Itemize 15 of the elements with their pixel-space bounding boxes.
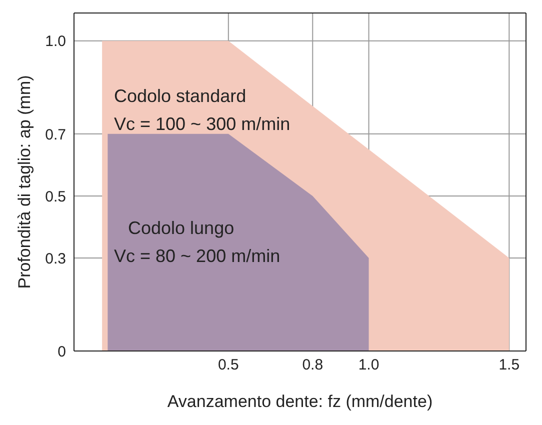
y-tick-label: 0.7 [45,126,66,144]
annotation: Codolo standard [114,86,246,106]
annotation: Codolo lungo [128,218,234,238]
y-tick-label: 0.5 [45,188,66,206]
y-tick-label: 0.3 [45,250,66,268]
x-tick-label: 0.8 [302,356,324,374]
x-tick-label: 1.0 [358,356,380,374]
y-tick-label: 1.0 [45,33,66,50]
y-tick-label: 0 [58,343,66,360]
y-axis-title: Profondità di taglio: ap (mm) [15,75,34,289]
annotation: Vc = 100 ~ 300 m/min [114,114,290,134]
annotation: Vc = 80 ~ 200 m/min [114,246,280,266]
x-tick-label: 1.5 [498,356,520,374]
x-tick-label: 0.5 [218,356,239,374]
x-axis-title: Avanzamento dente: fz (mm/dente) [167,392,433,411]
